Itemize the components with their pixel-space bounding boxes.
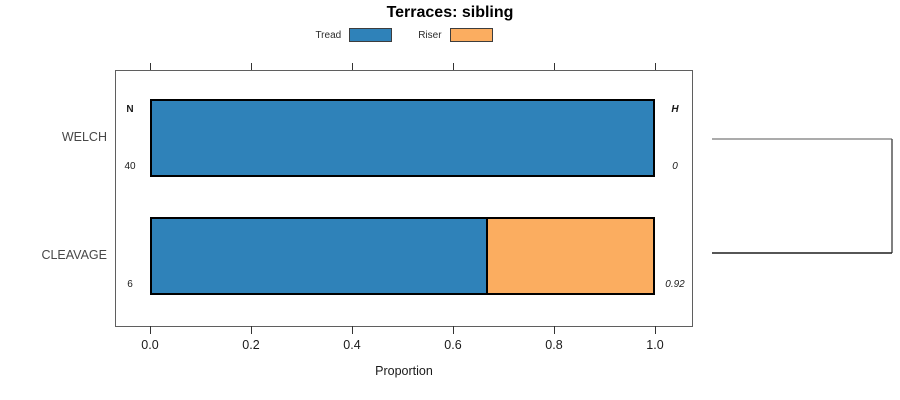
axis-tick-top xyxy=(655,63,656,70)
legend-label: Riser xyxy=(418,29,442,41)
n-value: 6 xyxy=(127,279,133,290)
axis-tick-label: 1.0 xyxy=(646,338,664,352)
bar-segment-riser xyxy=(486,219,653,293)
axis-tick-top xyxy=(352,63,353,70)
axis-tick-top xyxy=(150,63,151,70)
axis-tick-bottom xyxy=(655,326,656,334)
legend-item-tread: Tread xyxy=(315,28,393,42)
axis-tick-bottom xyxy=(352,326,353,334)
axis-tick-top xyxy=(554,63,555,70)
axis-tick-top xyxy=(251,63,252,70)
x-axis-label: Proportion xyxy=(375,364,433,378)
n-value: 40 xyxy=(124,161,136,172)
axis-tick-bottom xyxy=(150,326,151,334)
legend-swatch-tread xyxy=(349,28,393,42)
legend-item-riser: Riser xyxy=(418,28,493,42)
legend: Tread Riser xyxy=(115,26,693,44)
chart-title: Terraces: sibling xyxy=(386,4,514,21)
axis-tick-bottom xyxy=(554,326,555,334)
bar-segment-tread xyxy=(152,101,653,175)
axis-tick-label: 0.4 xyxy=(343,338,361,352)
bar-segment-tread xyxy=(152,219,487,293)
dendrogram-bracket xyxy=(712,138,893,254)
h-value: 0 xyxy=(672,161,678,172)
bar-row-cleavage xyxy=(150,217,655,295)
axis-tick-label: 0.6 xyxy=(444,338,462,352)
bar-row-welch xyxy=(150,99,655,177)
legend-label: Tread xyxy=(315,29,342,41)
axis-tick-label: 0.8 xyxy=(545,338,563,352)
n-column-header: N xyxy=(126,104,134,115)
h-column-header: H xyxy=(671,104,679,115)
axis-tick-bottom xyxy=(251,326,252,334)
axis-tick-label: 0.2 xyxy=(242,338,260,352)
row-label-cleavage: CLEAVAGE xyxy=(41,248,107,262)
legend-swatch-riser xyxy=(449,28,493,42)
axis-tick-bottom xyxy=(453,326,454,334)
axis-tick-top xyxy=(453,63,454,70)
h-value: 0.92 xyxy=(665,279,685,290)
axis-tick-label: 0.0 xyxy=(141,338,159,352)
row-label-welch: WELCH xyxy=(61,130,107,144)
